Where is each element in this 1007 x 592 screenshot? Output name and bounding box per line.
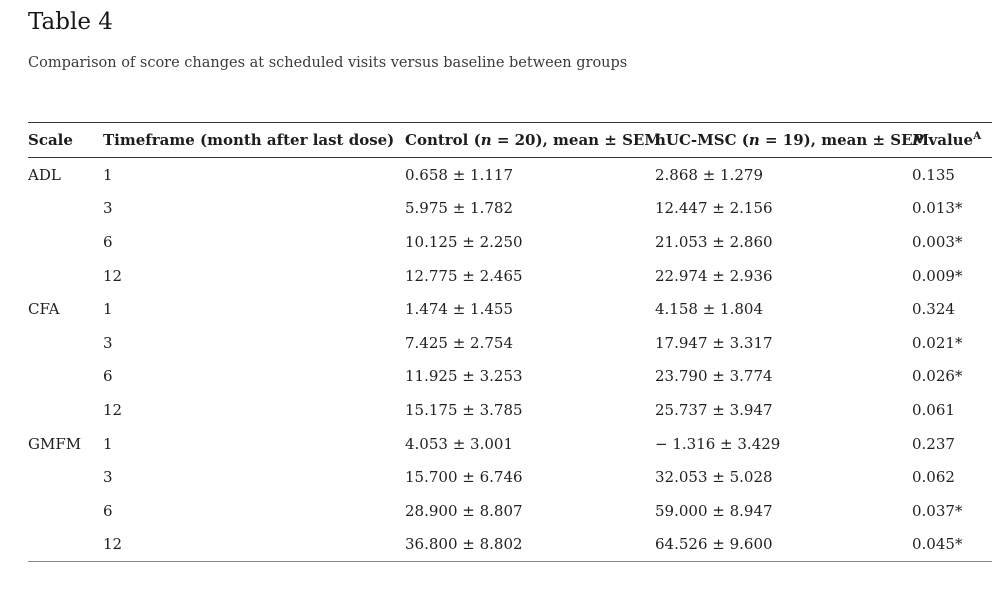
cell-timeframe: 3 <box>103 333 113 352</box>
cell-control: 5.975 ± 1.782 <box>405 199 513 218</box>
cell-p-value: 0.013* <box>912 199 963 218</box>
table-header: Scale Timeframe (month after last dose) … <box>28 122 992 159</box>
cell-scale <box>28 326 103 360</box>
cell-huc-msc: 17.947 ± 3.317 <box>655 333 773 352</box>
cell-timeframe: 6 <box>103 367 113 386</box>
cell-timeframe: 12 <box>103 535 123 554</box>
col-header-timeframe-label: Timeframe (month after last dose) <box>103 131 395 150</box>
cell-timeframe: 6 <box>103 233 113 251</box>
cell-p-value: 0.026* <box>912 367 963 386</box>
table-row: 3 7.425 ± 2.754 17.947 ± 3.317 0.021* <box>28 326 992 360</box>
cell-control: 11.925 ± 3.253 <box>405 367 523 386</box>
cell-timeframe: 6 <box>103 501 113 520</box>
cell-control: 15.700 ± 6.746 <box>405 468 523 487</box>
table-title: Table 4 <box>28 9 113 35</box>
cell-huc-msc: 2.868 ± 1.279 <box>655 165 763 184</box>
cell-huc-msc: 25.737 ± 3.947 <box>655 400 773 419</box>
cell-timeframe: 1 <box>103 165 113 184</box>
cell-control: 15.175 ± 3.785 <box>405 400 523 419</box>
cell-p-value: 0.237 <box>912 434 955 453</box>
paper-table-page: Table 4 Comparison of score changes at s… <box>0 8 1007 563</box>
cell-huc-msc: 32.053 ± 5.028 <box>655 468 773 487</box>
header-row: Scale Timeframe (month after last dose) … <box>28 122 992 159</box>
cell-p-value: 0.062 <box>912 468 955 487</box>
cell-scale <box>28 192 103 226</box>
col-header-p-value: P valueA <box>912 122 992 159</box>
table-row: 3 15.700 ± 6.746 32.053 ± 5.028 0.062 <box>28 460 992 494</box>
table-row: 6 10.125 ± 2.250 21.053 ± 2.860 0.003* <box>28 225 992 259</box>
table-caption: Comparison of score changes at scheduled… <box>28 54 628 71</box>
cell-scale: ADL <box>28 165 61 184</box>
table-row: CFA 1 1.474 ± 1.455 4.158 ± 1.804 0.324 <box>28 292 992 326</box>
cell-huc-msc: 21.053 ± 2.860 <box>655 233 773 251</box>
cell-p-value: 0.324 <box>912 300 955 319</box>
cell-timeframe: 3 <box>103 468 113 487</box>
cell-control: 10.125 ± 2.250 <box>405 233 523 251</box>
cell-control: 12.775 ± 2.465 <box>405 266 523 285</box>
col-header-control: Control (n = 20), mean ± SEM <box>405 122 661 159</box>
table-row: ADL 1 0.658 ± 1.117 2.868 ± 1.279 0.135 <box>28 158 992 192</box>
cell-scale <box>28 494 103 528</box>
cell-huc-msc: 4.158 ± 1.804 <box>655 300 763 319</box>
cell-control: 0.658 ± 1.117 <box>405 165 513 184</box>
col-header-scale: Scale <box>28 122 103 159</box>
cell-p-value: 0.135 <box>912 165 955 184</box>
cell-control: 36.800 ± 8.802 <box>405 535 523 554</box>
col-header-huc-msc: hUC-MSC (n = 19), mean ± SEM <box>655 122 929 159</box>
table-row: 3 5.975 ± 1.782 12.447 ± 2.156 0.013* <box>28 192 992 226</box>
cell-timeframe: 12 <box>103 266 123 285</box>
table-row: 12 12.775 ± 2.465 22.974 ± 2.936 0.009* <box>28 259 992 293</box>
table-row: 12 36.800 ± 8.802 64.526 ± 9.600 0.045* <box>28 528 992 562</box>
cell-scale <box>28 259 103 293</box>
table-row: 6 28.900 ± 8.807 59.000 ± 8.947 0.037* <box>28 494 992 528</box>
cell-timeframe: 1 <box>103 434 113 453</box>
cell-scale <box>28 393 103 427</box>
table-row: 12 15.175 ± 3.785 25.737 ± 3.947 0.061 <box>28 393 992 427</box>
comparison-table: Scale Timeframe (month after last dose) … <box>28 122 992 563</box>
cell-timeframe: 3 <box>103 199 113 218</box>
cell-scale: GMFM <box>28 434 82 453</box>
cell-control: 4.053 ± 3.001 <box>405 434 513 453</box>
col-header-scale-label: Scale <box>28 131 73 150</box>
cell-scale <box>28 528 103 562</box>
cell-huc-msc: − 1.316 ± 3.429 <box>655 434 781 453</box>
table-row: GMFM 1 4.053 ± 3.001 − 1.316 ± 3.429 0.2… <box>28 427 992 461</box>
cell-p-value: 0.009* <box>912 266 963 285</box>
col-header-timeframe: Timeframe (month after last dose) <box>103 122 405 159</box>
cell-huc-msc: 12.447 ± 2.156 <box>655 199 773 218</box>
cell-huc-msc: 23.790 ± 3.774 <box>655 367 773 386</box>
cell-huc-msc: 22.974 ± 2.936 <box>655 266 773 285</box>
cell-scale: CFA <box>28 300 60 319</box>
cell-p-value: 0.061 <box>912 400 955 419</box>
table-body: ADL 1 0.658 ± 1.117 2.868 ± 1.279 0.135 … <box>28 158 992 562</box>
cell-p-value: 0.003* <box>912 233 963 251</box>
cell-control: 1.474 ± 1.455 <box>405 300 513 319</box>
cell-huc-msc: 59.000 ± 8.947 <box>655 501 773 520</box>
cell-scale <box>28 460 103 494</box>
cell-control: 28.900 ± 8.807 <box>405 501 523 520</box>
cell-p-value: 0.037* <box>912 501 963 520</box>
cell-timeframe: 1 <box>103 300 113 319</box>
cell-huc-msc: 64.526 ± 9.600 <box>655 535 773 554</box>
cell-timeframe: 12 <box>103 400 123 419</box>
cell-control: 7.425 ± 2.754 <box>405 333 513 352</box>
cell-p-value: 0.045* <box>912 535 963 554</box>
cell-p-value: 0.021* <box>912 333 963 352</box>
cell-scale <box>28 360 103 394</box>
table-row: 6 11.925 ± 3.253 23.790 ± 3.774 0.026* <box>28 360 992 394</box>
cell-scale <box>28 225 103 259</box>
footnote-marker-a: A <box>973 130 982 143</box>
